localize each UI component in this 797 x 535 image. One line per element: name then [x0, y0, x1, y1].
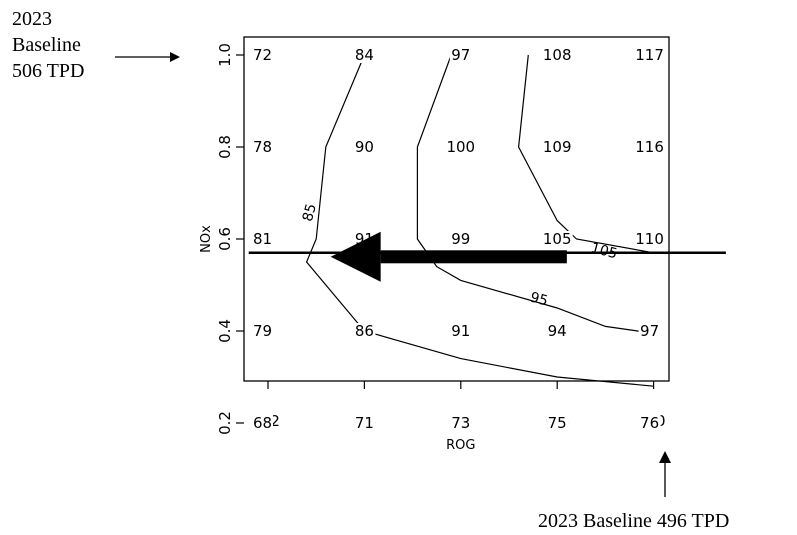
y-tick-label: 0.6: [216, 227, 234, 251]
cell-value-bg: [353, 47, 376, 63]
cell-value: 86: [355, 322, 374, 340]
reduction-arrow-head: [330, 231, 381, 282]
contour-line-95: [416, 54, 654, 334]
cell-value: 97: [451, 46, 470, 64]
cell-value: 75: [548, 414, 567, 432]
cell-value-bg: [634, 47, 666, 63]
cell-value-bg: [638, 323, 661, 339]
cell-value: 81: [253, 230, 272, 248]
cell-value-bg: [449, 415, 472, 431]
y-tick-label: 0.4: [216, 319, 234, 343]
cell-value-bg: [251, 139, 273, 155]
top-left-pointer-head: [170, 52, 180, 62]
cell-value-bg: [546, 415, 569, 431]
cell-value-bg: [353, 139, 376, 155]
cell-value: 76: [640, 414, 659, 432]
bottom-right-annotation: 2023 Baseline 496 TPD: [538, 510, 730, 532]
cell-value-bg: [541, 139, 573, 155]
cell-value: 78: [253, 138, 272, 156]
cell-value: 99: [451, 230, 470, 248]
y-tick-label: 0.2: [216, 411, 234, 435]
top-left-annotation: 2023 Baseline 506 TPD: [12, 6, 84, 84]
cell-value-bg: [353, 323, 376, 339]
cell-value-bg: [353, 415, 376, 431]
cell-value: 105: [543, 230, 572, 248]
cell-value-bg: [251, 231, 273, 247]
cell-value-bg: [546, 323, 569, 339]
y-axis-label: NOx: [199, 225, 214, 253]
y-tick-label: 1.0: [216, 43, 234, 67]
plot-frame: [243, 36, 670, 382]
bottom-right-pointer-head: [659, 451, 671, 463]
cell-value: 68: [253, 414, 272, 432]
cell-value-bg: [251, 415, 273, 431]
cell-value: 94: [548, 322, 567, 340]
cell-value: 91: [451, 322, 470, 340]
cell-value: 100: [446, 138, 475, 156]
cell-value-bg: [634, 231, 666, 247]
cell-value: 79: [253, 322, 272, 340]
cell-value-bg: [541, 231, 573, 247]
cell-value: 116: [635, 138, 664, 156]
contour-line-85: [305, 54, 654, 387]
cell-value-bg: [449, 231, 472, 247]
cell-value-bg: [449, 47, 472, 63]
cell-value: 73: [451, 414, 470, 432]
cell-value-bg: [445, 139, 477, 155]
cell-value: 97: [640, 322, 659, 340]
x-axis-label: ROG: [446, 438, 475, 453]
contour-label-85: 85: [300, 202, 320, 223]
cell-value-bg: [251, 323, 273, 339]
contour-line-105: [517, 54, 654, 254]
cell-value-bg: [638, 415, 661, 431]
y-tick-label: 0.8: [216, 135, 234, 159]
cell-value-bg: [541, 47, 573, 63]
cell-value: 84: [355, 46, 374, 64]
cell-value: 71: [355, 414, 374, 432]
cell-value: 90: [355, 138, 374, 156]
cell-value: 108: [543, 46, 572, 64]
contour-label-95: 95: [528, 290, 549, 310]
cell-value: 109: [543, 138, 572, 156]
annotation-line-1: 2023: [12, 8, 52, 30]
cell-value: 117: [635, 46, 664, 64]
cell-value-bg: [449, 323, 472, 339]
annotation-line-3: 506 TPD: [12, 60, 85, 82]
reduction-arrow-shaft: [380, 250, 567, 264]
annotation-line-2: Baseline: [12, 34, 81, 56]
cell-value-bg: [634, 139, 666, 155]
cell-value: 110: [635, 230, 664, 248]
cell-value: 72: [253, 46, 272, 64]
contour-label-105: 105: [589, 240, 619, 262]
cell-value-bg: [251, 47, 273, 63]
